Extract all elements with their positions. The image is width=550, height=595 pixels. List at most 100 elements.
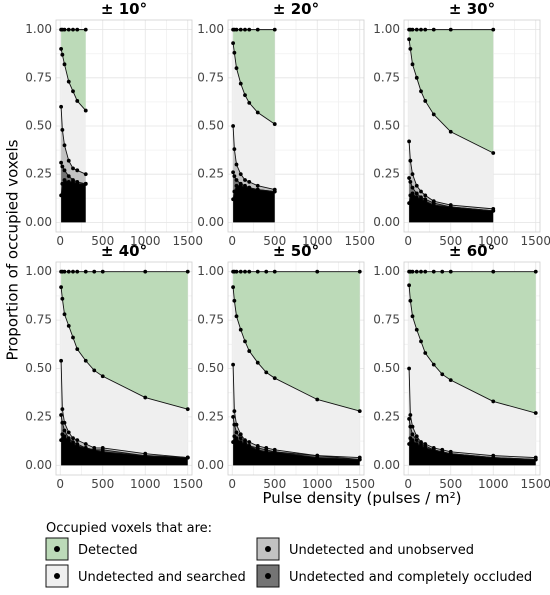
data-point xyxy=(231,440,236,444)
y-tick-label: 1.00 xyxy=(373,264,400,278)
data-point xyxy=(272,189,277,194)
data-point xyxy=(100,269,105,274)
y-tick-label: 0.75 xyxy=(25,70,52,84)
data-point xyxy=(357,457,362,462)
y-tick-label: 0.00 xyxy=(25,215,52,229)
data-point xyxy=(272,269,277,274)
data-point xyxy=(143,453,148,458)
data-point xyxy=(59,193,63,198)
data-point xyxy=(75,438,80,443)
area-band-5 xyxy=(409,438,536,466)
y-tick-label: 0.00 xyxy=(197,215,224,229)
series-line-2 xyxy=(232,43,276,125)
data-point xyxy=(60,164,65,169)
area-band-5 xyxy=(233,185,275,223)
legend-item: Undetected and searched xyxy=(45,564,246,588)
y-tick-label: 0.50 xyxy=(197,119,224,133)
data-point xyxy=(238,440,243,444)
data-point xyxy=(247,179,252,184)
area-band-1 xyxy=(409,29,494,153)
area-band-2 xyxy=(233,43,275,190)
data-point xyxy=(423,445,428,450)
data-point xyxy=(414,183,419,188)
x-tick-label: 500 xyxy=(91,234,114,248)
y-tick-label: 0.50 xyxy=(25,361,52,375)
x-tick-label: 0 xyxy=(404,234,412,248)
panel-border xyxy=(403,261,541,476)
data-point xyxy=(315,455,320,460)
legend-marker xyxy=(265,573,271,579)
data-point xyxy=(59,47,63,51)
data-point xyxy=(66,269,71,274)
data-point xyxy=(231,41,236,46)
panel-3: ± 30° 0.00 0.25 0.50 0.75 1.00 0 500 1000 1500 xyxy=(373,0,550,248)
data-point xyxy=(75,181,80,186)
data-point xyxy=(407,442,411,446)
data-point xyxy=(66,79,71,84)
data-point xyxy=(83,442,88,446)
data-point xyxy=(414,442,419,446)
data-point xyxy=(407,366,411,371)
data-point xyxy=(143,395,148,400)
panel-title: ± 20° xyxy=(273,0,319,18)
data-point xyxy=(232,422,237,427)
data-point xyxy=(75,269,80,274)
y-tick-label: 0.50 xyxy=(25,119,52,133)
y-tick-label: 1.00 xyxy=(25,264,52,278)
data-point xyxy=(234,183,239,188)
data-point xyxy=(62,312,67,317)
data-point xyxy=(66,438,71,443)
data-point xyxy=(62,143,67,148)
data-point xyxy=(238,432,243,437)
x-tick-label: 1500 xyxy=(520,477,550,491)
data-point xyxy=(71,442,75,446)
y-tick-label: 0.00 xyxy=(373,458,400,472)
data-point xyxy=(414,195,419,200)
data-point xyxy=(60,127,65,132)
area-band-2 xyxy=(409,285,536,458)
data-point xyxy=(234,27,239,32)
legend-marker xyxy=(54,546,60,552)
data-point xyxy=(414,327,419,332)
data-point xyxy=(232,174,237,179)
data-point xyxy=(357,269,362,274)
data-point xyxy=(414,438,419,443)
data-point xyxy=(238,183,243,188)
x-tick-label: 1500 xyxy=(172,477,203,491)
data-point xyxy=(243,93,247,98)
legend-items: Detected Undetected and searched Undetecte… xyxy=(45,537,532,588)
data-point xyxy=(491,455,496,460)
data-point xyxy=(431,27,436,32)
data-point xyxy=(231,170,236,175)
data-point xyxy=(60,407,65,412)
data-point xyxy=(410,27,415,32)
data-point xyxy=(234,162,239,167)
data-point xyxy=(407,201,411,205)
x-tick-label: 1500 xyxy=(520,234,550,248)
x-tick-label: 1000 xyxy=(478,234,509,248)
panel-5: ± 50° 0.00 0.25 0.50 0.75 1.00 0 500 1000 1500 xyxy=(197,242,375,491)
data-point xyxy=(408,424,413,429)
data-point xyxy=(62,178,67,182)
area-band-5 xyxy=(61,179,86,223)
legend-marker xyxy=(54,573,60,579)
data-point xyxy=(247,349,252,353)
data-point xyxy=(491,151,496,155)
y-tick-label: 0.50 xyxy=(373,119,400,133)
data-point xyxy=(408,179,413,184)
data-point xyxy=(71,436,75,441)
data-point xyxy=(533,457,538,462)
data-point xyxy=(533,269,538,274)
data-point xyxy=(243,185,247,190)
area-band-1 xyxy=(233,271,360,412)
data-point xyxy=(71,166,75,171)
data-point xyxy=(83,108,88,113)
data-point xyxy=(234,436,239,441)
data-point xyxy=(92,269,97,274)
panel-4: ± 40° 0.00 0.25 0.50 0.75 1.00 0 500 1000 1500 xyxy=(25,242,203,491)
panel-2: ± 20° 0.00 0.25 0.50 0.75 1.00 0 500 1000 1500 xyxy=(197,0,375,248)
data-point xyxy=(255,183,260,188)
data-point xyxy=(264,370,269,375)
data-point xyxy=(71,335,75,340)
data-point xyxy=(231,197,236,202)
